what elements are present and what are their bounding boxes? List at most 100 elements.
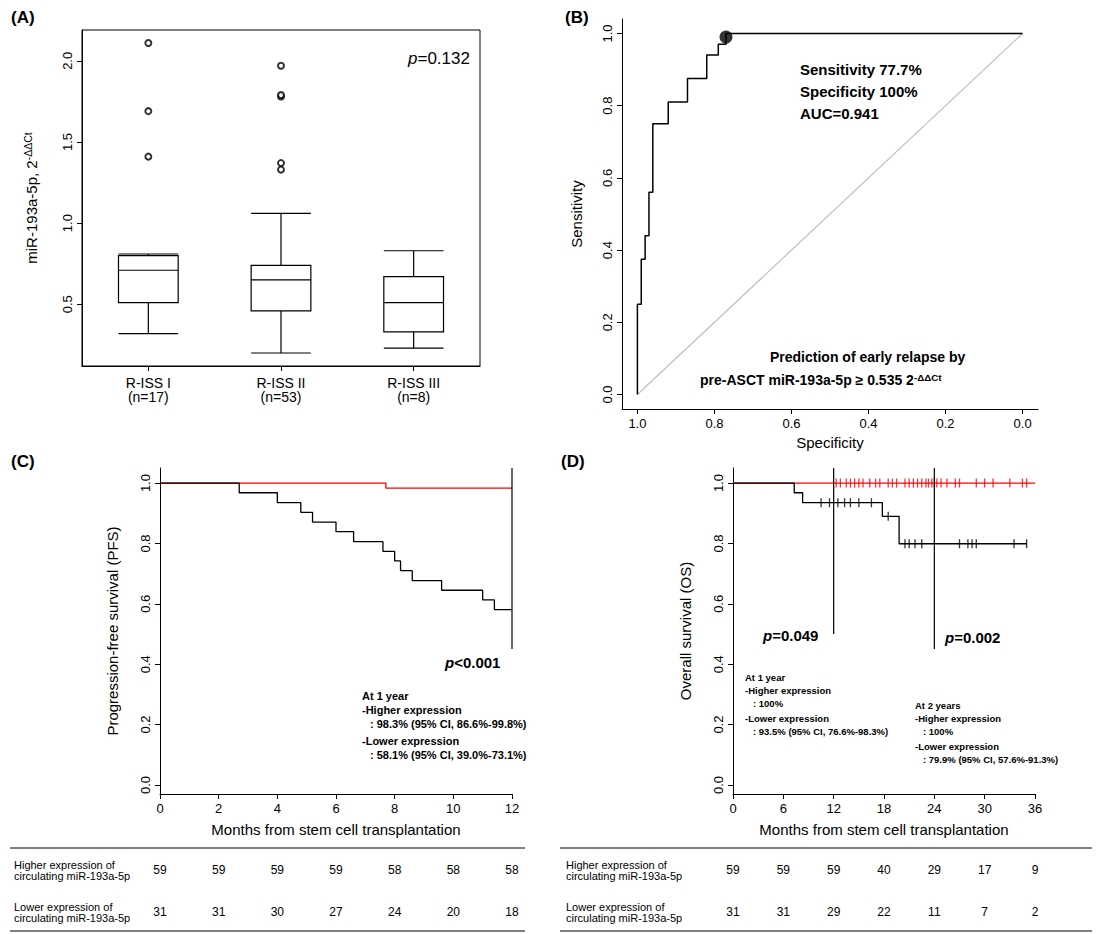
svg-text:=0.049: =0.049 bbox=[772, 627, 818, 644]
svg-text:17: 17 bbox=[978, 863, 992, 877]
svg-text:(A): (A) bbox=[11, 8, 35, 27]
svg-text:12: 12 bbox=[826, 801, 840, 816]
svg-text:Months from stem cell transpla: Months from stem cell transplantation bbox=[759, 821, 1008, 838]
svg-text:=0.002: =0.002 bbox=[954, 629, 1000, 646]
svg-text:9: 9 bbox=[1032, 863, 1039, 877]
svg-text:0.0: 0.0 bbox=[138, 776, 153, 794]
svg-text:18: 18 bbox=[877, 801, 891, 816]
svg-text:2: 2 bbox=[215, 801, 222, 816]
svg-text:: 100%: : 100% bbox=[753, 698, 784, 709]
svg-text:-Lower expression: -Lower expression bbox=[745, 713, 829, 724]
svg-text:pre-ASCT miR-193a-5p ≥ 0.535 2: pre-ASCT miR-193a-5p ≥ 0.535 2 bbox=[700, 372, 914, 388]
svg-text:6: 6 bbox=[332, 801, 339, 816]
svg-text:7: 7 bbox=[981, 905, 988, 919]
svg-text:0.6: 0.6 bbox=[138, 595, 153, 613]
svg-text:(n=17): (n=17) bbox=[128, 389, 169, 405]
svg-text:0.4: 0.4 bbox=[859, 416, 877, 431]
svg-text:-Lower expression: -Lower expression bbox=[362, 735, 459, 747]
svg-text:20: 20 bbox=[447, 905, 461, 919]
svg-text:0.2: 0.2 bbox=[937, 416, 955, 431]
svg-text:Months from stem cell transpla: Months from stem cell transplantation bbox=[211, 821, 460, 838]
svg-text:40: 40 bbox=[877, 863, 891, 877]
svg-text:: 79.9% (95% CI, 57.6%-91.3%): : 79.9% (95% CI, 57.6%-91.3%) bbox=[923, 754, 1058, 765]
svg-text:0.6: 0.6 bbox=[711, 595, 726, 613]
svg-text:18: 18 bbox=[505, 905, 519, 919]
svg-text:-ΔΔCt: -ΔΔCt bbox=[914, 372, 942, 383]
svg-text:24: 24 bbox=[388, 905, 402, 919]
svg-text:-ΔΔCt: -ΔΔCt bbox=[22, 132, 34, 160]
svg-text:p: p bbox=[762, 627, 772, 644]
svg-text:-Lower expression: -Lower expression bbox=[915, 741, 999, 752]
svg-text:29: 29 bbox=[928, 863, 942, 877]
svg-text:31: 31 bbox=[726, 905, 740, 919]
svg-text:p: p bbox=[944, 629, 954, 646]
svg-text:0: 0 bbox=[729, 801, 736, 816]
svg-text:1.0: 1.0 bbox=[628, 416, 646, 431]
svg-text:At 1 year: At 1 year bbox=[745, 672, 785, 683]
svg-text:1.5: 1.5 bbox=[60, 133, 75, 151]
svg-text:59: 59 bbox=[726, 863, 740, 877]
svg-text:miR-193a-5p, 2: miR-193a-5p, 2 bbox=[23, 160, 40, 263]
svg-text:2.0: 2.0 bbox=[60, 52, 75, 70]
svg-text:0.5: 0.5 bbox=[60, 295, 75, 313]
svg-text:0.2: 0.2 bbox=[138, 716, 153, 734]
svg-text:0.2: 0.2 bbox=[600, 313, 615, 331]
svg-text:(D): (D) bbox=[561, 452, 585, 471]
svg-text:59: 59 bbox=[212, 863, 226, 877]
svg-text:0.8: 0.8 bbox=[138, 534, 153, 552]
svg-text:0.2: 0.2 bbox=[711, 716, 726, 734]
svg-text:0.6: 0.6 bbox=[782, 416, 800, 431]
svg-text:0: 0 bbox=[156, 801, 163, 816]
svg-text:-Higher expression: -Higher expression bbox=[745, 685, 831, 696]
svg-text:12: 12 bbox=[505, 801, 519, 816]
svg-text:Sensitivity 77.7%: Sensitivity 77.7% bbox=[800, 61, 922, 78]
svg-text:36: 36 bbox=[1028, 801, 1042, 816]
svg-text:6: 6 bbox=[780, 801, 787, 816]
svg-text:Progression-free survival (PFS: Progression-free survival (PFS) bbox=[104, 526, 121, 735]
svg-text:-Higher expression: -Higher expression bbox=[915, 713, 1001, 724]
svg-text:10: 10 bbox=[446, 801, 460, 816]
svg-text:58: 58 bbox=[388, 863, 402, 877]
svg-text:AUC=0.941: AUC=0.941 bbox=[800, 105, 879, 122]
svg-text:: 98.3% (95% CI, 86.6%-99.8%): : 98.3% (95% CI, 86.6%-99.8%) bbox=[370, 718, 527, 730]
svg-text:0.4: 0.4 bbox=[138, 655, 153, 673]
svg-text:59: 59 bbox=[827, 863, 841, 877]
svg-text:4: 4 bbox=[274, 801, 281, 816]
svg-text:27: 27 bbox=[329, 905, 343, 919]
svg-text:p: p bbox=[444, 654, 454, 671]
svg-text:0.4: 0.4 bbox=[711, 655, 726, 673]
svg-text:0.8: 0.8 bbox=[600, 97, 615, 115]
svg-text:2: 2 bbox=[1032, 905, 1039, 919]
svg-text:At 2 years: At 2 years bbox=[915, 700, 960, 711]
svg-text:Specificity 100%: Specificity 100% bbox=[800, 83, 918, 100]
svg-text:Sensitivity: Sensitivity bbox=[568, 180, 585, 248]
svg-text:Prediction of early relapse by: Prediction of early relapse by bbox=[770, 349, 966, 365]
svg-text:31: 31 bbox=[777, 905, 791, 919]
svg-text:: 58.1% (95% CI, 39.0%-73.1%): : 58.1% (95% CI, 39.0%-73.1%) bbox=[370, 749, 527, 761]
svg-text:circulating miR-193a-5p: circulating miR-193a-5p bbox=[566, 912, 682, 924]
svg-text:59: 59 bbox=[271, 863, 285, 877]
svg-text:0.0: 0.0 bbox=[711, 776, 726, 794]
svg-text:: 100%: : 100% bbox=[923, 726, 954, 737]
svg-text:31: 31 bbox=[153, 905, 167, 919]
svg-text:59: 59 bbox=[777, 863, 791, 877]
svg-text:At 1 year: At 1 year bbox=[362, 690, 409, 702]
svg-text:0.8: 0.8 bbox=[711, 534, 726, 552]
svg-text:1.0: 1.0 bbox=[138, 474, 153, 492]
svg-text:31: 31 bbox=[212, 905, 226, 919]
svg-text:0.6: 0.6 bbox=[600, 169, 615, 187]
svg-text:58: 58 bbox=[447, 863, 461, 877]
svg-text:8: 8 bbox=[391, 801, 398, 816]
svg-text:circulating miR-193a-5p: circulating miR-193a-5p bbox=[14, 912, 130, 924]
svg-text:11: 11 bbox=[928, 905, 941, 919]
svg-text:29: 29 bbox=[827, 905, 841, 919]
svg-text:58: 58 bbox=[505, 863, 519, 877]
svg-text:0.0: 0.0 bbox=[1014, 416, 1032, 431]
svg-text:24: 24 bbox=[927, 801, 941, 816]
svg-text:=0.132: =0.132 bbox=[417, 49, 469, 68]
svg-text:30: 30 bbox=[977, 801, 991, 816]
svg-text:0.4: 0.4 bbox=[600, 241, 615, 259]
svg-text:59: 59 bbox=[329, 863, 343, 877]
svg-text:circulating miR-193a-5p: circulating miR-193a-5p bbox=[14, 870, 130, 882]
svg-text:0.8: 0.8 bbox=[705, 416, 723, 431]
